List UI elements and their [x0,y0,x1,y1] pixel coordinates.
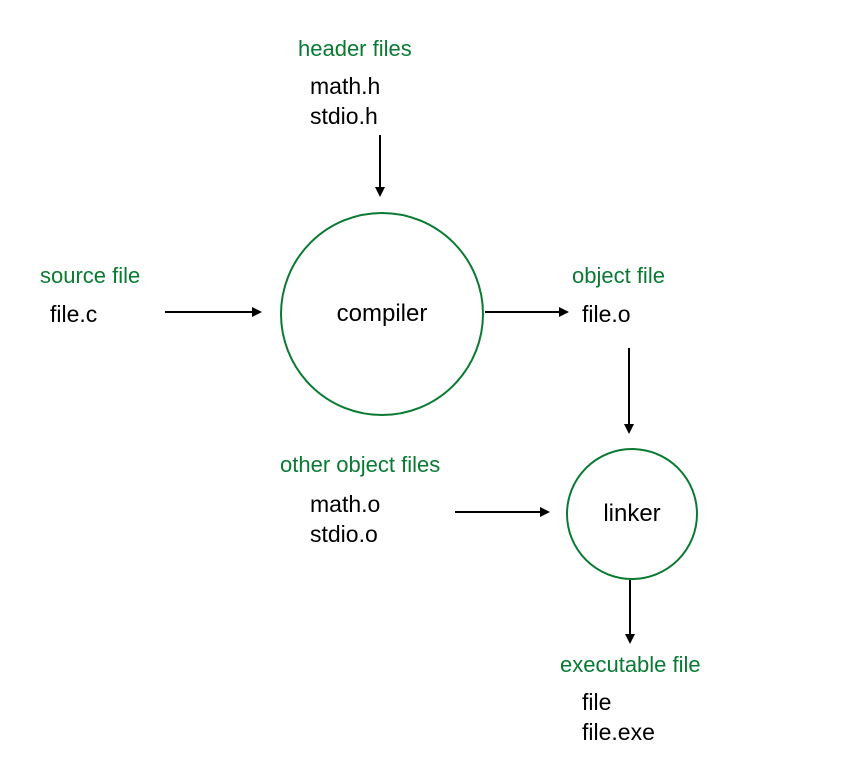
executable-name-1: file [582,688,611,718]
compiler-label: compiler [337,300,428,328]
compilation-flowchart: source file file.c header files math.h s… [0,0,855,765]
executable-file-label: executable file [560,652,701,678]
other-object-file-2: stdio.o [310,520,378,550]
object-file-name: file.o [582,300,631,330]
header-file-1: math.h [310,72,380,102]
linker-label: linker [603,500,660,528]
other-object-file-1: math.o [310,490,380,520]
other-object-files-label: other object files [280,452,440,478]
source-file-label: source file [40,263,140,289]
compiler-node: compiler [280,212,484,416]
source-file-name: file.c [50,300,97,330]
executable-name-2: file.exe [582,718,655,748]
header-files-label: header files [298,36,412,62]
header-file-2: stdio.h [310,102,378,132]
linker-node: linker [566,448,698,580]
object-file-label: object file [572,263,665,289]
